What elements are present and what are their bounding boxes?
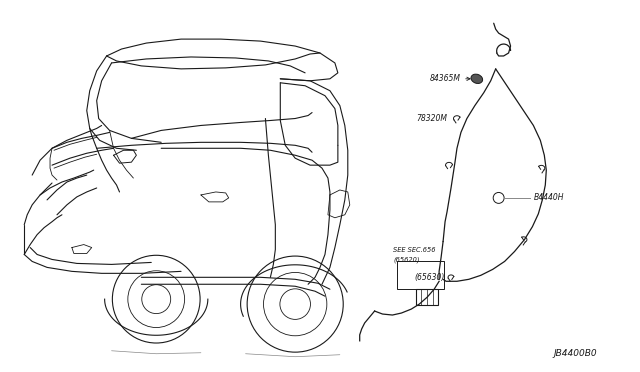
Text: 84365M: 84365M (430, 74, 461, 83)
Bar (416, 289, 438, 305)
Text: 78320M: 78320M (416, 114, 447, 123)
Text: (65630): (65630) (414, 273, 445, 282)
Text: JB4400B0: JB4400B0 (553, 349, 597, 358)
Text: B4440H: B4440H (533, 193, 564, 202)
Text: (65620): (65620) (394, 256, 420, 263)
Ellipse shape (471, 74, 483, 83)
Text: SEE SEC.656: SEE SEC.656 (394, 247, 436, 253)
Bar (397, 262, 444, 289)
